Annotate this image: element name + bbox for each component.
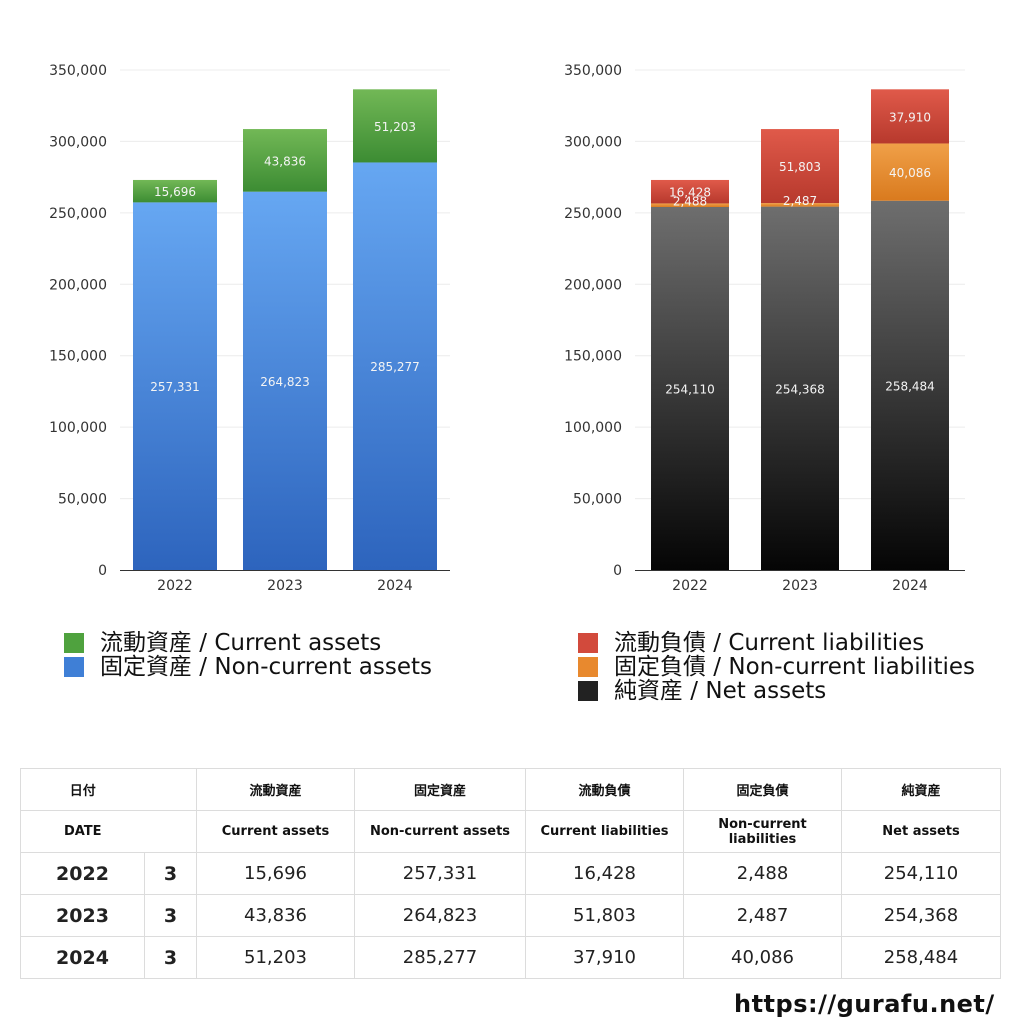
bar-segment <box>243 191 327 570</box>
legend-label: 固定負債 / Non-current liabilities <box>614 654 975 680</box>
row-year: 2024 <box>20 936 145 979</box>
y-tick-label: 250,000 <box>49 206 107 222</box>
assets-chart: 0 50,000 100,000 150,000 200,000 250,000 300,0… <box>49 63 450 594</box>
y-tick-label: 150,000 <box>49 349 107 365</box>
cell-current-liabilities: 16,428 <box>525 852 684 895</box>
data-label: 51,203 <box>374 120 416 134</box>
legend-label: 流動負債 / Current liabilities <box>614 630 925 656</box>
legend-swatch <box>578 657 598 677</box>
data-label: 257,331 <box>150 380 200 394</box>
y-tick-label: 300,000 <box>49 134 107 150</box>
header-cell: Non-current assets <box>354 810 526 853</box>
y-tick-label: 0 <box>98 563 107 579</box>
data-label: 15,696 <box>154 185 196 199</box>
cell-non-current-liabilities: 2,487 <box>683 894 842 937</box>
bar-segment <box>353 162 437 570</box>
cell-current-assets: 15,696 <box>196 852 355 895</box>
balance-sheet-table: 日付 流動資産 固定資産 流動負債 固定負債 純資産 DATE Current … <box>20 768 1001 979</box>
legend-label: 固定資産 / Non-current assets <box>100 654 433 680</box>
bar-segment <box>243 129 327 192</box>
y-tick-label: 50,000 <box>58 492 107 508</box>
header-cell: 日付 <box>20 768 145 811</box>
legend-label: 純資産 / Net assets <box>614 678 827 704</box>
row-year: 2022 <box>20 852 145 895</box>
legend-item-non-current-liabilities: 固定負債 / Non-current liabilities <box>578 655 975 679</box>
header-cell: 固定負債 <box>683 768 842 811</box>
table-header-jp: 日付 流動資産 固定資産 流動負債 固定負債 純資産 <box>20 768 1001 811</box>
cell-net-assets: 254,368 <box>841 894 1001 937</box>
row-year: 2023 <box>20 894 145 937</box>
cell-net-assets: 258,484 <box>841 936 1001 979</box>
x-tick-label: 2022 <box>157 578 193 594</box>
row-month: 3 <box>144 894 197 937</box>
cell-non-current-assets: 264,823 <box>354 894 526 937</box>
x-tick-label: 2023 <box>267 578 303 594</box>
bar-segment <box>133 179 217 203</box>
table-row: 2023 3 43,836 264,823 51,803 2,487 254,3… <box>20 894 1001 937</box>
bar-segment <box>353 89 437 163</box>
legend-label: 流動資産 / Current assets <box>100 630 382 656</box>
cell-current-liabilities: 37,910 <box>525 936 684 979</box>
cell-non-current-assets: 257,331 <box>354 852 526 895</box>
cell-current-assets: 51,203 <box>196 936 355 979</box>
y-tick-label: 350,000 <box>49 63 107 79</box>
cell-current-assets: 43,836 <box>196 894 355 937</box>
cell-current-liabilities: 51,803 <box>525 894 684 937</box>
header-cell: DATE <box>20 810 145 853</box>
header-cell-empty <box>144 810 197 853</box>
assets-legend: 流動資産 / Current assets 固定資産 / Non-current… <box>64 631 432 679</box>
legend-item-net-assets: 純資産 / Net assets <box>578 679 975 703</box>
table-row: 2024 3 51,203 285,277 37,910 40,086 258,… <box>20 936 1001 979</box>
legend-swatch <box>64 633 84 653</box>
table-row: 2022 3 15,696 257,331 16,428 2,488 254,1… <box>20 852 1001 895</box>
header-cell: 流動資産 <box>196 768 355 811</box>
legend-swatch <box>578 681 598 701</box>
row-month: 3 <box>144 936 197 979</box>
legend-item-current-assets: 流動資産 / Current assets <box>64 631 432 655</box>
header-cell: Net assets <box>841 810 1001 853</box>
data-label: 285,277 <box>370 360 420 374</box>
cell-net-assets: 254,110 <box>841 852 1001 895</box>
cell-non-current-assets: 285,277 <box>354 936 526 979</box>
row-month: 3 <box>144 852 197 895</box>
header-cell: Non-current liabilities <box>683 810 842 853</box>
header-cell: Current assets <box>196 810 355 853</box>
y-tick-label: 200,000 <box>49 277 107 293</box>
table-header-en: DATE Current assets Non-current assets C… <box>20 810 1001 853</box>
header-cell: Current liabilities <box>525 810 684 853</box>
y-tick-label: 100,000 <box>49 420 107 436</box>
header-cell: 純資産 <box>841 768 1001 811</box>
cell-non-current-liabilities: 40,086 <box>683 936 842 979</box>
header-cell: 流動負債 <box>525 768 684 811</box>
legend-swatch <box>64 657 84 677</box>
legend-swatch <box>578 633 598 653</box>
liabilities-legend: 流動負債 / Current liabilities 固定負債 / Non-cu… <box>578 631 975 703</box>
data-label: 43,836 <box>264 154 306 168</box>
header-cell: 固定資産 <box>354 768 526 811</box>
legend-item-non-current-assets: 固定資産 / Non-current assets <box>64 655 432 679</box>
data-label: 264,823 <box>260 375 310 389</box>
legend-item-current-liabilities: 流動負債 / Current liabilities <box>578 631 975 655</box>
x-tick-label: 2024 <box>377 578 413 594</box>
cell-non-current-liabilities: 2,488 <box>683 852 842 895</box>
header-cell-empty <box>144 768 197 811</box>
source-url: https://gurafu.net/ <box>734 990 995 1018</box>
bar-segment <box>133 202 217 571</box>
